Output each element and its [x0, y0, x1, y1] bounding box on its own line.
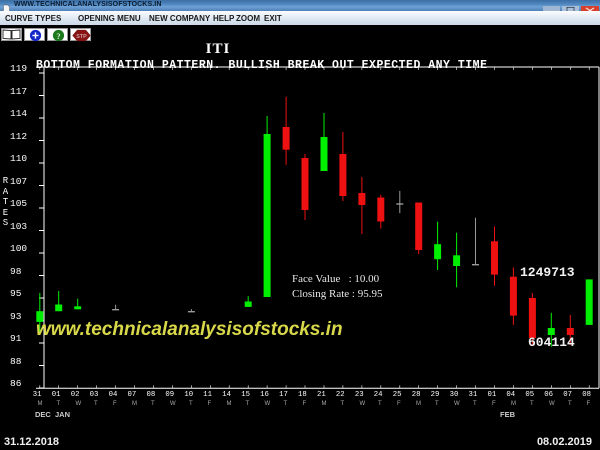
- svg-text:STP: STP: [76, 34, 87, 40]
- svg-text:?: ?: [56, 31, 60, 41]
